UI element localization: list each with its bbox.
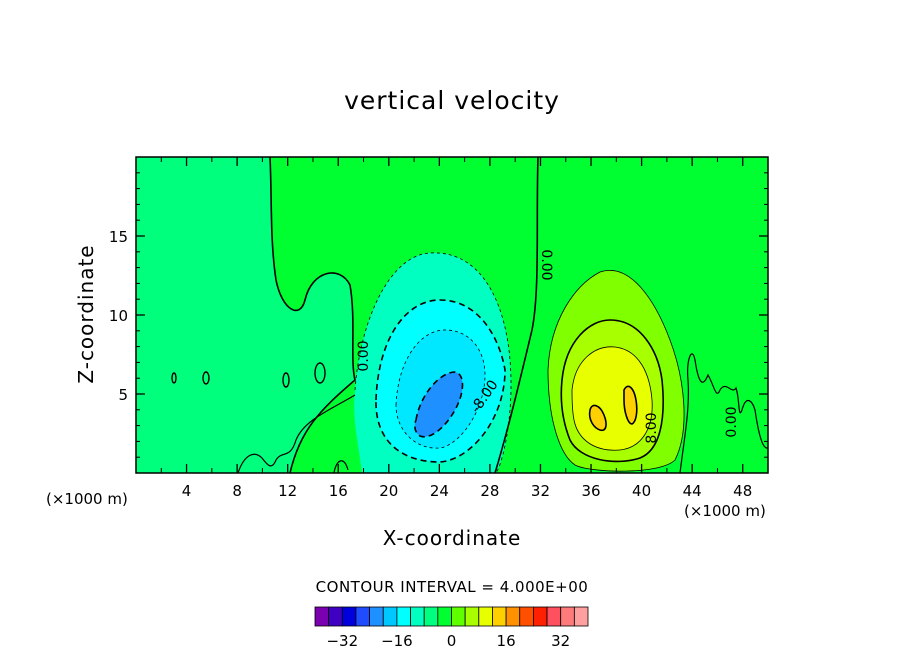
colorbar-swatch-10 bbox=[451, 606, 466, 627]
contour-interval-label: CONTOUR INTERVAL = 4.000E+00 bbox=[315, 578, 589, 596]
contour-pos-16a bbox=[588, 404, 607, 432]
x-tick-label-4: 20 bbox=[379, 482, 398, 500]
y-tick-label-1: 10 bbox=[109, 307, 128, 325]
colorbar-swatch-4 bbox=[369, 606, 384, 627]
colorbar-swatch-11 bbox=[464, 606, 480, 627]
colorbar-swatch-12 bbox=[478, 606, 493, 627]
x-tick-label-6: 28 bbox=[480, 482, 499, 500]
colorbar-swatch-6 bbox=[396, 606, 411, 627]
colorbar-swatch-17 bbox=[546, 606, 562, 627]
x-tick-label-3: 16 bbox=[329, 482, 348, 500]
contour-zero-left bbox=[269, 157, 356, 473]
colorbar-swatch-18 bbox=[560, 606, 575, 627]
colorbar-tick-label-3: 16 bbox=[497, 632, 516, 650]
colorbar-swatch-8 bbox=[423, 606, 439, 627]
contour-right-noise bbox=[679, 353, 768, 473]
x-tick-label-8: 36 bbox=[581, 482, 600, 500]
x-tick-label-0: 4 bbox=[182, 482, 192, 500]
colorbar-tick-label-0: −32 bbox=[326, 632, 358, 650]
contour-bottom-bump bbox=[333, 460, 349, 473]
y-axis-label: Z-coordinate bbox=[74, 244, 98, 384]
contour-bottom-wave bbox=[237, 394, 356, 473]
colorbar-swatch-1 bbox=[328, 606, 343, 627]
colorbar-swatch-7 bbox=[410, 606, 425, 627]
contour-neg-4 bbox=[354, 252, 512, 473]
colorbar-tick-label-2: 0 bbox=[447, 632, 457, 650]
contour-neg-16 bbox=[414, 371, 464, 438]
x-tick-label-2: 12 bbox=[278, 482, 297, 500]
colorbar-swatch-5 bbox=[382, 606, 398, 627]
colorbar-tick-label-1: −16 bbox=[381, 632, 413, 650]
contour-neg-12 bbox=[395, 329, 486, 449]
x-tick-label-10: 44 bbox=[683, 482, 702, 500]
contour-label-1: 0.00 bbox=[538, 249, 554, 280]
contour-zero-mid bbox=[494, 157, 539, 473]
contour-blob-2 bbox=[202, 371, 210, 385]
colorbar-swatch-9 bbox=[437, 606, 452, 627]
colorbar-swatch-14 bbox=[505, 606, 521, 627]
contour-pos-8 bbox=[560, 319, 664, 463]
contour-neg-8 bbox=[375, 299, 506, 463]
zero-region-left bbox=[136, 157, 355, 473]
colorbar-swatch-2 bbox=[341, 606, 357, 627]
colorbar-swatch-15 bbox=[519, 606, 534, 627]
y-tick-label-2: 15 bbox=[109, 228, 128, 246]
y-tick-label-0: 5 bbox=[118, 386, 128, 404]
x-tick-label-7: 32 bbox=[531, 482, 550, 500]
x-tick-label-9: 40 bbox=[632, 482, 651, 500]
contour-label-0: 0.00 bbox=[356, 340, 372, 371]
contour-pos-4 bbox=[547, 270, 685, 472]
positive-region-5 bbox=[624, 386, 637, 424]
x-unit-label-left: (×1000 m) bbox=[46, 490, 128, 508]
colorbar-swatch-3 bbox=[355, 606, 371, 627]
contour-pos-12 bbox=[571, 346, 653, 451]
chart-title: vertical velocity bbox=[344, 86, 560, 115]
x-axis-label: X-coordinate bbox=[382, 526, 522, 550]
contour-label-4: 0.00 bbox=[724, 406, 740, 437]
colorbar-swatch-13 bbox=[492, 606, 507, 627]
negative-region-4 bbox=[414, 372, 463, 437]
x-unit-label-right: (×1000 m) bbox=[684, 502, 766, 520]
colorbar-tick-label-4: 32 bbox=[551, 632, 570, 650]
contour-blob-1 bbox=[171, 372, 177, 384]
contour-blob-4 bbox=[314, 362, 326, 384]
colorbar-swatch-19 bbox=[573, 606, 589, 627]
x-tick-label-1: 8 bbox=[232, 482, 242, 500]
contour-blob-3 bbox=[282, 372, 290, 388]
colorbar: −32 −16 0 16 32 bbox=[314, 606, 589, 650]
x-tick-label-5: 24 bbox=[430, 482, 449, 500]
colorbar-swatch-0 bbox=[314, 606, 330, 627]
colorbar-swatch-16 bbox=[533, 606, 548, 627]
contour-label-3: 8.00 bbox=[644, 412, 660, 443]
contour-pos-16b bbox=[623, 385, 638, 425]
x-tick-label-11: 48 bbox=[733, 482, 752, 500]
